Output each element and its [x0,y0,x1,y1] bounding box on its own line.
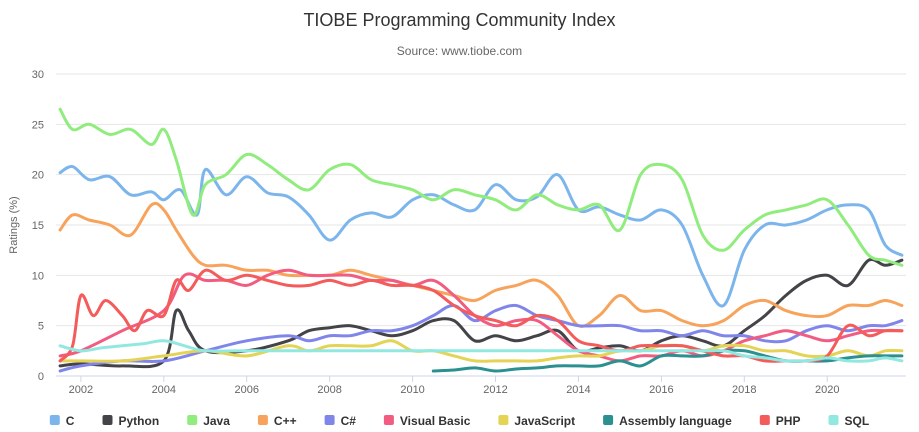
x-tick-label: 2018 [732,384,756,396]
chart-title: TIOBE Programming Community Index [303,10,616,30]
legend-label: PHP [776,414,801,428]
legend-swatch [257,415,268,425]
y-tick-label: 30 [32,69,44,81]
legend-item[interactable]: C# [324,414,357,428]
legend-label: SQL [845,414,870,428]
y-tick-label: 5 [38,321,44,333]
x-tick-label: 2010 [400,384,424,396]
legend-swatch [102,415,113,425]
legend-label: C [66,414,75,428]
series-line-c [58,164,904,308]
legend-item[interactable]: Java [187,414,230,428]
series-line-c [58,201,904,328]
series-lines [58,107,904,373]
series-line-java [58,107,904,267]
legend-item[interactable]: C [49,414,75,428]
chart-subtitle: Source: www.tiobe.com [396,44,523,58]
legend-item[interactable]: JavaScript [498,414,575,428]
legend-swatch [187,415,198,425]
legend-swatch [383,415,394,425]
legend-swatch [49,415,60,425]
legend-swatch [324,415,335,425]
y-tick-label: 0 [38,371,44,383]
legend-label: Assembly language [619,414,732,428]
legend-swatch [603,415,614,425]
legend-label: JavaScript [514,414,575,428]
legend-label: Java [203,414,230,428]
legend-item[interactable]: C++ [257,414,297,428]
x-tick-label: 2002 [69,384,93,396]
legend-swatch [759,415,770,425]
legend-item[interactable]: Assembly language [603,414,732,428]
y-axis-title: Ratings (%) [8,196,20,253]
y-tick-label: 25 [32,119,44,131]
x-tick-label: 2006 [234,384,258,396]
legend-item[interactable]: SQL [828,414,870,428]
y-tick-label: 15 [32,220,44,232]
legend: C Python Java C++ C# Visual Basic JavaScript As… [49,414,870,428]
legend-label: C++ [274,414,297,428]
legend-item[interactable]: PHP [759,414,801,428]
legend-swatch [498,415,509,425]
x-tick-label: 2008 [317,384,341,396]
x-tick-label: 2012 [483,384,507,396]
x-tick-label: 2004 [152,384,176,396]
legend-swatch [828,415,839,425]
y-tick-label: 20 [32,170,44,182]
legend-item[interactable]: Python [102,414,160,428]
x-tick-label: 2016 [649,384,673,396]
legend-label: Python [119,414,160,428]
x-tick-label: 2014 [566,384,590,396]
series-line-javascript [58,339,904,363]
legend-item[interactable]: Visual Basic [383,414,471,428]
x-tick-label: 2020 [815,384,839,396]
legend-label: Visual Basic [400,414,471,428]
series-line-sql [58,339,904,363]
legend-label: C# [341,414,357,428]
series-line-assembly-language [431,348,904,373]
axes: 0 5 10 15 20 25 30 2002 2004 2006 2008 2010 2012 2014… [8,69,906,396]
y-tick-label: 10 [32,270,44,282]
